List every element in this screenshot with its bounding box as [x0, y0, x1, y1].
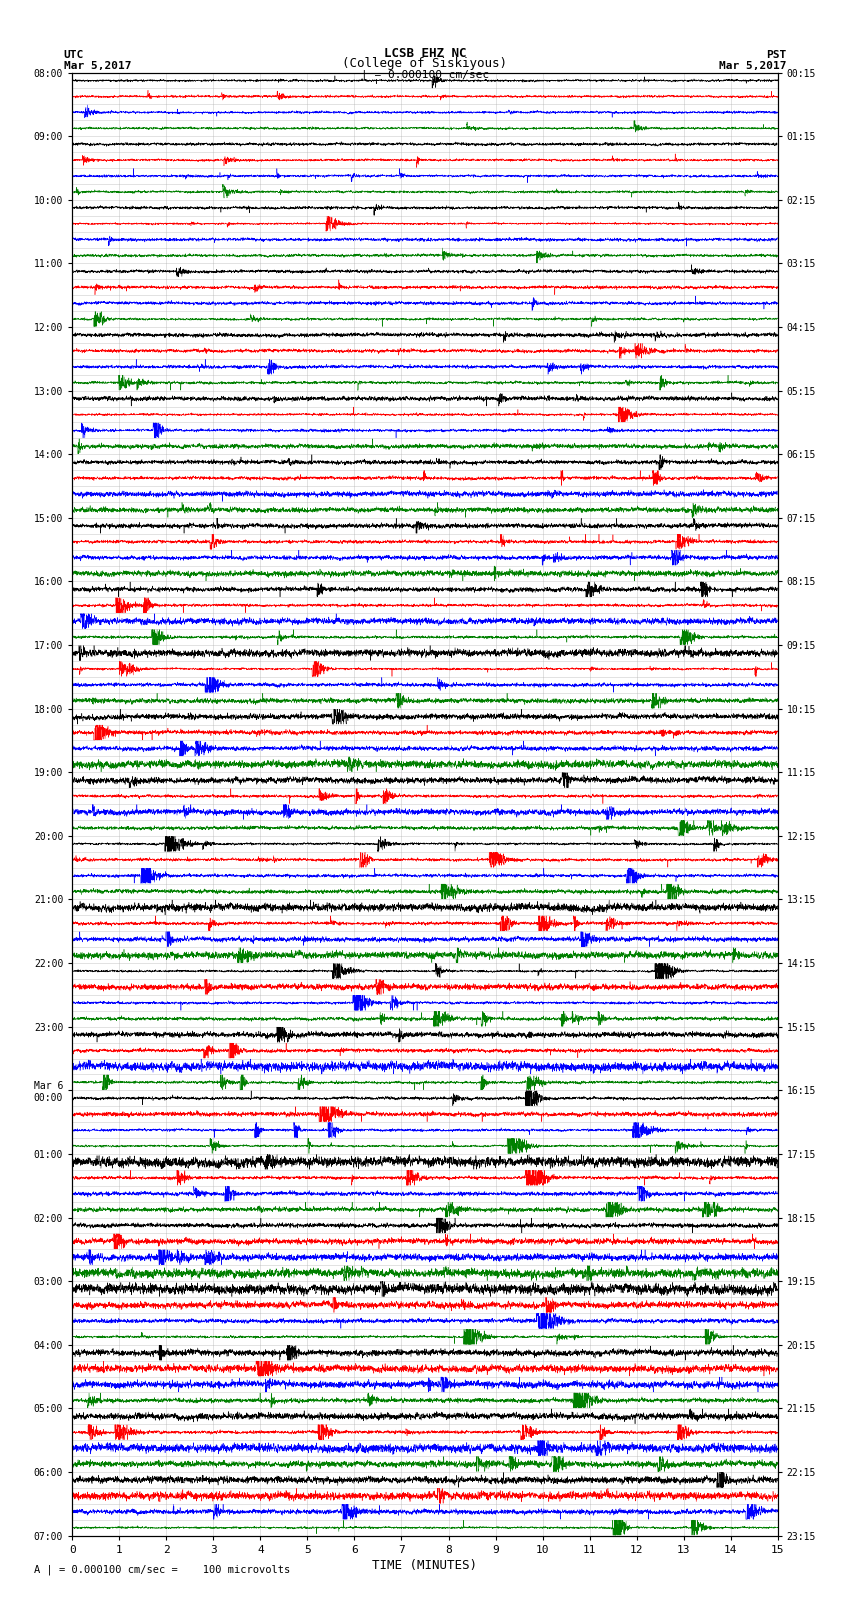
Text: (College of Siskiyous): (College of Siskiyous): [343, 56, 507, 71]
Text: Mar 5,2017: Mar 5,2017: [719, 61, 786, 71]
Text: A | = 0.000100 cm/sec =    100 microvolts: A | = 0.000100 cm/sec = 100 microvolts: [34, 1565, 290, 1576]
Text: LCSB EHZ NC: LCSB EHZ NC: [383, 47, 467, 60]
Text: | = 0.000100 cm/sec: | = 0.000100 cm/sec: [361, 69, 489, 79]
Text: PST: PST: [766, 50, 786, 60]
X-axis label: TIME (MINUTES): TIME (MINUTES): [372, 1558, 478, 1571]
Text: UTC: UTC: [64, 50, 84, 60]
Text: Mar 5,2017: Mar 5,2017: [64, 61, 131, 71]
